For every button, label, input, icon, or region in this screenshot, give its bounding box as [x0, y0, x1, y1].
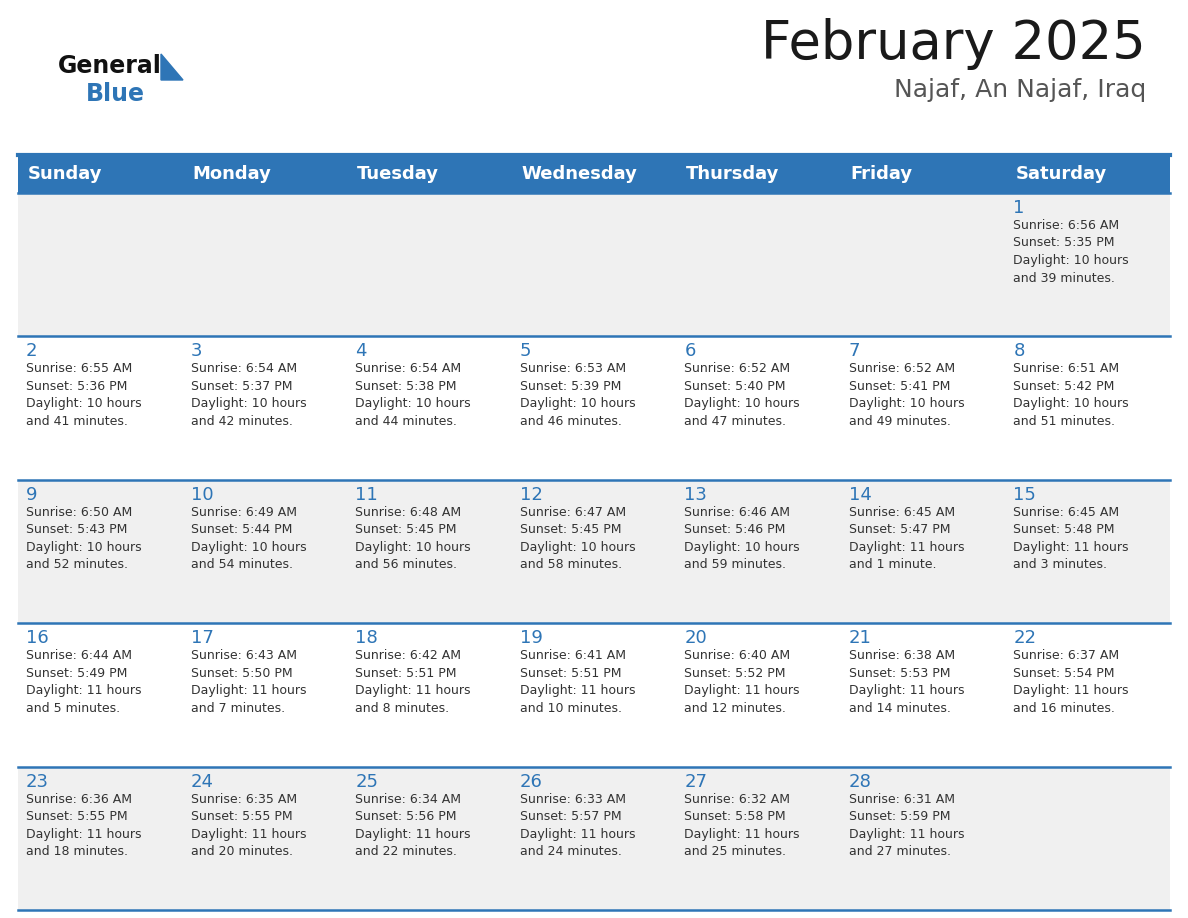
Text: Sunrise: 6:51 AM
Sunset: 5:42 PM
Daylight: 10 hours
and 51 minutes.: Sunrise: 6:51 AM Sunset: 5:42 PM Dayligh… — [1013, 363, 1129, 428]
Text: 3: 3 — [190, 342, 202, 361]
Text: Sunrise: 6:40 AM
Sunset: 5:52 PM
Daylight: 11 hours
and 12 minutes.: Sunrise: 6:40 AM Sunset: 5:52 PM Dayligh… — [684, 649, 800, 715]
Text: Sunrise: 6:52 AM
Sunset: 5:41 PM
Daylight: 10 hours
and 49 minutes.: Sunrise: 6:52 AM Sunset: 5:41 PM Dayligh… — [849, 363, 965, 428]
Text: Tuesday: Tuesday — [358, 165, 440, 183]
Text: Sunrise: 6:54 AM
Sunset: 5:38 PM
Daylight: 10 hours
and 44 minutes.: Sunrise: 6:54 AM Sunset: 5:38 PM Dayligh… — [355, 363, 470, 428]
Text: 10: 10 — [190, 486, 213, 504]
Text: 8: 8 — [1013, 342, 1025, 361]
Text: Sunrise: 6:56 AM
Sunset: 5:35 PM
Daylight: 10 hours
and 39 minutes.: Sunrise: 6:56 AM Sunset: 5:35 PM Dayligh… — [1013, 219, 1129, 285]
Text: 25: 25 — [355, 773, 378, 790]
Text: 20: 20 — [684, 629, 707, 647]
Text: 18: 18 — [355, 629, 378, 647]
Text: 24: 24 — [190, 773, 214, 790]
Text: Wednesday: Wednesday — [522, 165, 638, 183]
Text: 11: 11 — [355, 486, 378, 504]
Text: 12: 12 — [519, 486, 543, 504]
Text: Sunrise: 6:31 AM
Sunset: 5:59 PM
Daylight: 11 hours
and 27 minutes.: Sunrise: 6:31 AM Sunset: 5:59 PM Dayligh… — [849, 792, 965, 858]
Text: Sunrise: 6:53 AM
Sunset: 5:39 PM
Daylight: 10 hours
and 46 minutes.: Sunrise: 6:53 AM Sunset: 5:39 PM Dayligh… — [519, 363, 636, 428]
Text: Thursday: Thursday — [687, 165, 779, 183]
Text: Sunrise: 6:32 AM
Sunset: 5:58 PM
Daylight: 11 hours
and 25 minutes.: Sunrise: 6:32 AM Sunset: 5:58 PM Dayligh… — [684, 792, 800, 858]
Polygon shape — [162, 54, 183, 80]
Text: Sunrise: 6:55 AM
Sunset: 5:36 PM
Daylight: 10 hours
and 41 minutes.: Sunrise: 6:55 AM Sunset: 5:36 PM Dayligh… — [26, 363, 141, 428]
Text: Sunrise: 6:34 AM
Sunset: 5:56 PM
Daylight: 11 hours
and 22 minutes.: Sunrise: 6:34 AM Sunset: 5:56 PM Dayligh… — [355, 792, 470, 858]
Text: Sunrise: 6:43 AM
Sunset: 5:50 PM
Daylight: 11 hours
and 7 minutes.: Sunrise: 6:43 AM Sunset: 5:50 PM Dayligh… — [190, 649, 307, 715]
Text: Sunrise: 6:42 AM
Sunset: 5:51 PM
Daylight: 11 hours
and 8 minutes.: Sunrise: 6:42 AM Sunset: 5:51 PM Dayligh… — [355, 649, 470, 715]
Text: Sunrise: 6:54 AM
Sunset: 5:37 PM
Daylight: 10 hours
and 42 minutes.: Sunrise: 6:54 AM Sunset: 5:37 PM Dayligh… — [190, 363, 307, 428]
Text: Sunrise: 6:44 AM
Sunset: 5:49 PM
Daylight: 11 hours
and 5 minutes.: Sunrise: 6:44 AM Sunset: 5:49 PM Dayligh… — [26, 649, 141, 715]
Text: Sunday: Sunday — [29, 165, 102, 183]
Text: Sunrise: 6:33 AM
Sunset: 5:57 PM
Daylight: 11 hours
and 24 minutes.: Sunrise: 6:33 AM Sunset: 5:57 PM Dayligh… — [519, 792, 636, 858]
Bar — [18, 623, 1170, 767]
Text: Sunrise: 6:45 AM
Sunset: 5:47 PM
Daylight: 11 hours
and 1 minute.: Sunrise: 6:45 AM Sunset: 5:47 PM Dayligh… — [849, 506, 965, 571]
Bar — [18, 193, 1170, 336]
Text: 1: 1 — [1013, 199, 1025, 217]
Text: Sunrise: 6:46 AM
Sunset: 5:46 PM
Daylight: 10 hours
and 59 minutes.: Sunrise: 6:46 AM Sunset: 5:46 PM Dayligh… — [684, 506, 800, 571]
Text: 15: 15 — [1013, 486, 1036, 504]
Text: 2: 2 — [26, 342, 38, 361]
Text: Monday: Monday — [192, 165, 271, 183]
Text: 26: 26 — [519, 773, 543, 790]
Text: 22: 22 — [1013, 629, 1036, 647]
Text: 14: 14 — [849, 486, 872, 504]
Text: 23: 23 — [26, 773, 49, 790]
Text: Sunrise: 6:38 AM
Sunset: 5:53 PM
Daylight: 11 hours
and 14 minutes.: Sunrise: 6:38 AM Sunset: 5:53 PM Dayligh… — [849, 649, 965, 715]
Bar — [18, 155, 1170, 193]
Text: Sunrise: 6:36 AM
Sunset: 5:55 PM
Daylight: 11 hours
and 18 minutes.: Sunrise: 6:36 AM Sunset: 5:55 PM Dayligh… — [26, 792, 141, 858]
Text: 19: 19 — [519, 629, 543, 647]
Text: Sunrise: 6:35 AM
Sunset: 5:55 PM
Daylight: 11 hours
and 20 minutes.: Sunrise: 6:35 AM Sunset: 5:55 PM Dayligh… — [190, 792, 307, 858]
Text: 17: 17 — [190, 629, 214, 647]
Text: 6: 6 — [684, 342, 696, 361]
Text: 5: 5 — [519, 342, 531, 361]
Text: Sunrise: 6:49 AM
Sunset: 5:44 PM
Daylight: 10 hours
and 54 minutes.: Sunrise: 6:49 AM Sunset: 5:44 PM Dayligh… — [190, 506, 307, 571]
Bar — [18, 336, 1170, 480]
Text: Sunrise: 6:45 AM
Sunset: 5:48 PM
Daylight: 11 hours
and 3 minutes.: Sunrise: 6:45 AM Sunset: 5:48 PM Dayligh… — [1013, 506, 1129, 571]
Text: Sunrise: 6:50 AM
Sunset: 5:43 PM
Daylight: 10 hours
and 52 minutes.: Sunrise: 6:50 AM Sunset: 5:43 PM Dayligh… — [26, 506, 141, 571]
Text: Sunrise: 6:41 AM
Sunset: 5:51 PM
Daylight: 11 hours
and 10 minutes.: Sunrise: 6:41 AM Sunset: 5:51 PM Dayligh… — [519, 649, 636, 715]
Text: Najaf, An Najaf, Iraq: Najaf, An Najaf, Iraq — [893, 78, 1146, 102]
Text: 13: 13 — [684, 486, 707, 504]
Text: Sunrise: 6:47 AM
Sunset: 5:45 PM
Daylight: 10 hours
and 58 minutes.: Sunrise: 6:47 AM Sunset: 5:45 PM Dayligh… — [519, 506, 636, 571]
Text: 7: 7 — [849, 342, 860, 361]
Bar — [18, 767, 1170, 910]
Text: Sunrise: 6:52 AM
Sunset: 5:40 PM
Daylight: 10 hours
and 47 minutes.: Sunrise: 6:52 AM Sunset: 5:40 PM Dayligh… — [684, 363, 800, 428]
Text: General: General — [58, 54, 162, 78]
Text: 28: 28 — [849, 773, 872, 790]
Text: Sunrise: 6:37 AM
Sunset: 5:54 PM
Daylight: 11 hours
and 16 minutes.: Sunrise: 6:37 AM Sunset: 5:54 PM Dayligh… — [1013, 649, 1129, 715]
Text: Friday: Friday — [851, 165, 914, 183]
Text: Saturday: Saturday — [1016, 165, 1107, 183]
Text: Blue: Blue — [86, 82, 145, 106]
Text: 16: 16 — [26, 629, 49, 647]
Text: 9: 9 — [26, 486, 38, 504]
Text: 21: 21 — [849, 629, 872, 647]
Text: 27: 27 — [684, 773, 707, 790]
Bar — [18, 480, 1170, 623]
Text: February 2025: February 2025 — [762, 18, 1146, 70]
Text: Sunrise: 6:48 AM
Sunset: 5:45 PM
Daylight: 10 hours
and 56 minutes.: Sunrise: 6:48 AM Sunset: 5:45 PM Dayligh… — [355, 506, 470, 571]
Text: 4: 4 — [355, 342, 367, 361]
